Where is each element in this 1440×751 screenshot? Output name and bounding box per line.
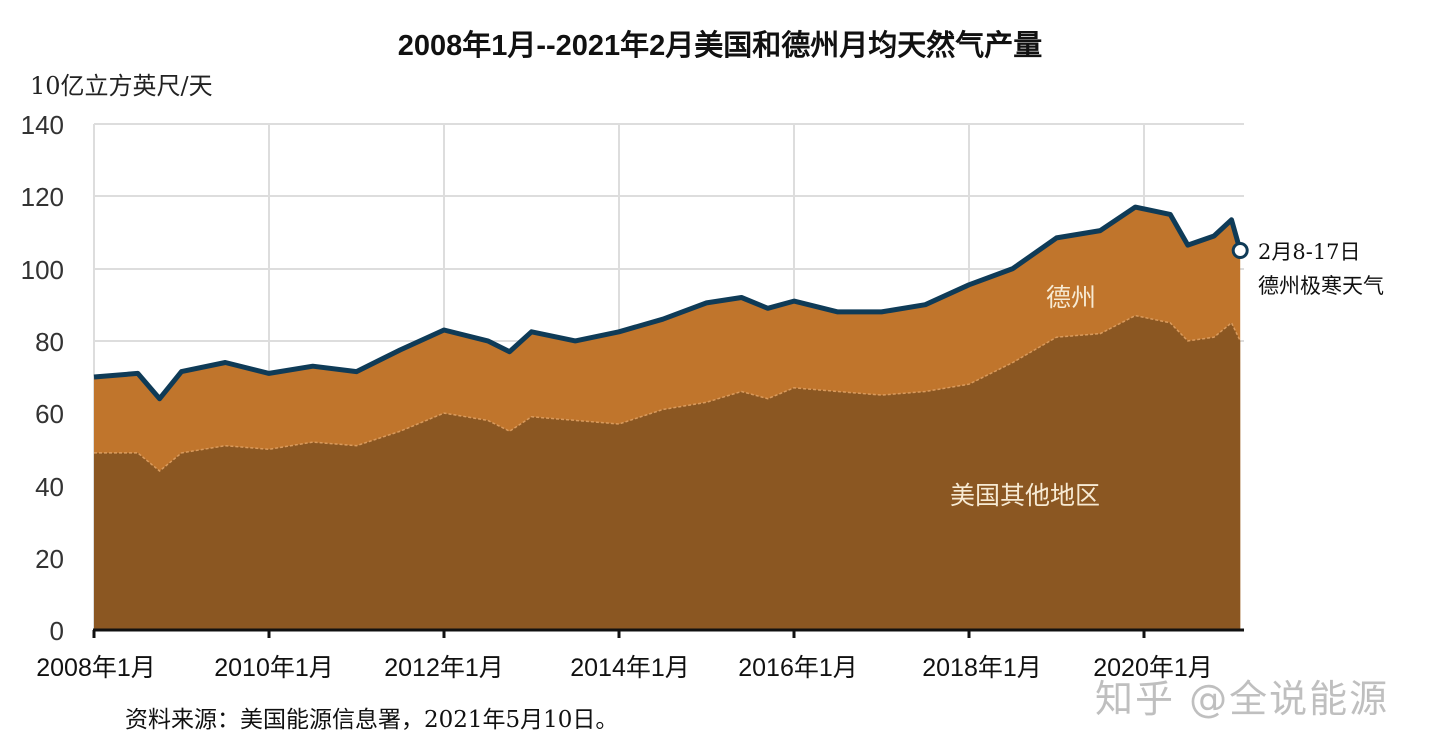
x-tick-label: 2008年1月 xyxy=(36,654,156,682)
x-tick-label: 2018年1月 xyxy=(922,654,1042,682)
x-tick-label: 2020年1月 xyxy=(1093,654,1213,682)
source-note: 资料来源：美国能源信息署，2021年5月10日。 xyxy=(125,707,619,733)
total-line xyxy=(93,204,1243,402)
x-tick-label: 2016年1月 xyxy=(738,654,858,682)
annotation-date: 2月8-17日 xyxy=(1258,240,1361,264)
y-tick-label: 100 xyxy=(20,255,64,285)
y-tick-label: 60 xyxy=(35,399,64,429)
x-axis xyxy=(92,628,1244,638)
rest-of-us-area xyxy=(94,315,1241,630)
y-tick-label: 20 xyxy=(35,544,64,574)
y-tick-label: 140 xyxy=(20,110,64,140)
y-tick-label: 120 xyxy=(20,182,64,212)
x-tick-label: 2012年1月 xyxy=(384,654,504,682)
texas-area-label: 德州 xyxy=(1046,283,1097,312)
watermark: 知乎 @全说能源 xyxy=(1095,677,1390,721)
x-tick-label: 2010年1月 xyxy=(214,654,334,682)
y-tick-label: 40 xyxy=(35,472,64,502)
freeze-event-marker xyxy=(1231,242,1249,259)
annotation-event: 德州极寒天气 xyxy=(1258,274,1384,298)
y-axis-unit-label: 10亿立方英尺/天 xyxy=(30,72,213,100)
x-tick-label: 2014年1月 xyxy=(570,654,690,682)
chart-title: 2008年1月--2021年2月美国和德州月均天然气产量 xyxy=(397,30,1043,62)
rest-of-us-area-label: 美国其他地区 xyxy=(950,481,1101,510)
y-tick-label: 0 xyxy=(49,616,64,646)
rest-of-us-boundary xyxy=(94,314,1241,472)
y-tick-label: 80 xyxy=(35,327,64,357)
